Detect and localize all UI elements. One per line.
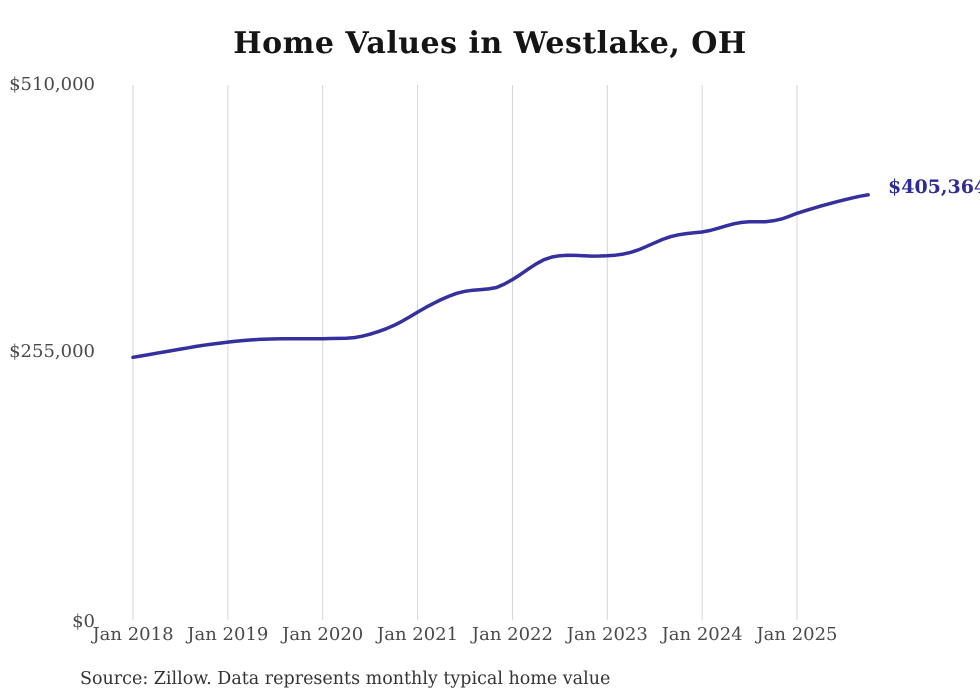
- x-tick-label: Jan 2021: [377, 624, 459, 645]
- x-tick-label: Jan 2024: [661, 624, 743, 645]
- y-tick-label-510000: $510,000: [9, 74, 95, 95]
- home-value-line: [131, 193, 870, 360]
- y-tick-label-0: $0: [72, 611, 95, 632]
- chart-title: Home Values in Westlake, OH: [233, 26, 747, 61]
- x-tick-label: Jan 2020: [282, 624, 364, 645]
- x-tick-label: Jan 2025: [756, 624, 838, 645]
- x-tick-label: Jan 2022: [471, 624, 553, 645]
- x-tick-label: Jan 2018: [92, 624, 174, 645]
- x-tick-label: Jan 2023: [566, 624, 648, 645]
- y-tick-label-255000: $255,000: [9, 341, 95, 362]
- latest-value-label: $405,364: [888, 176, 980, 198]
- gridlines-group: [132, 85, 798, 620]
- series-group: [131, 193, 870, 360]
- source-note: Source: Zillow. Data represents monthly …: [80, 669, 611, 689]
- x-tick-label: Jan 2019: [187, 624, 269, 645]
